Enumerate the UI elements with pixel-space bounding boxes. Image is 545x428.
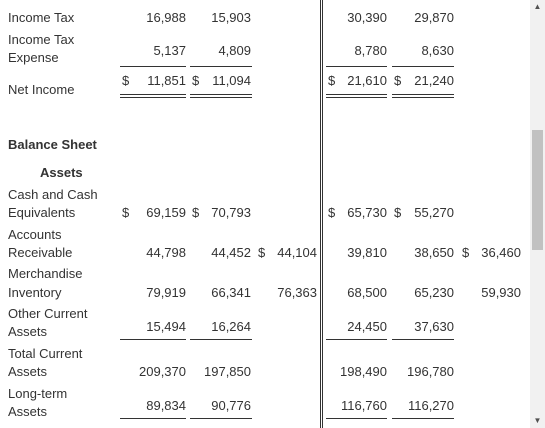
cell: 68,500 [347, 285, 387, 300]
cell: 44,452 [211, 245, 251, 260]
dollar-sign: $ [192, 205, 200, 220]
cell: 76,363 [277, 285, 317, 300]
double-underline [120, 94, 186, 95]
ar-label-line1: Accounts [8, 227, 62, 242]
income-tax-expense-label-line1: Income Tax [8, 32, 75, 47]
cell: 90,776 [211, 398, 251, 413]
underline [120, 418, 186, 419]
underline [392, 66, 454, 67]
cell: 38,650 [414, 245, 454, 260]
other-label-line2: Assets [8, 324, 48, 339]
underline [190, 418, 252, 419]
cell: 29,870 [414, 10, 454, 25]
total-label-line2: Assets [8, 364, 48, 379]
lta-label-line1: Long-term [8, 386, 68, 401]
cell: 5,137 [153, 43, 186, 58]
merch-label-line2: Inventory [8, 285, 62, 300]
underline [326, 66, 387, 67]
merch-label-line1: Merchandise [8, 266, 83, 281]
cash-label-line1: Cash and Cash [8, 187, 98, 202]
cell: 65,230 [414, 285, 454, 300]
cell: 4,809 [218, 43, 251, 58]
other-label-line1: Other Current [8, 306, 88, 321]
cell: 11,851 [147, 73, 186, 88]
dollar-sign: $ [394, 73, 402, 88]
underline [120, 66, 186, 67]
income-tax-label: Income Tax [8, 10, 75, 25]
cell: 55,270 [414, 205, 454, 220]
double-underline [120, 97, 186, 98]
cell: 69,159 [146, 205, 186, 220]
total-label-line1: Total Current [8, 346, 83, 361]
cell: 116,270 [407, 398, 454, 413]
cell: 30,390 [347, 10, 387, 25]
underline [326, 339, 387, 340]
dollar-sign: $ [394, 205, 402, 220]
vertical-scrollbar[interactable]: ▲ ▼ [530, 0, 545, 428]
cell: 66,341 [211, 285, 251, 300]
net-income-label: Net Income [8, 82, 75, 97]
assets-header: Assets [40, 165, 83, 180]
dollar-sign: $ [122, 205, 130, 220]
dollar-sign: $ [462, 245, 470, 260]
cell: 39,810 [347, 245, 387, 260]
double-underline [392, 94, 454, 95]
double-underline [326, 94, 387, 95]
cell: 24,450 [347, 319, 387, 334]
underline [326, 418, 387, 419]
double-underline [190, 97, 252, 98]
cell: 209,370 [139, 364, 186, 379]
double-underline [190, 94, 252, 95]
cell: 89,834 [146, 398, 186, 413]
cell: 16,264 [211, 319, 251, 334]
cash-label-line2: Equivalents [8, 205, 76, 220]
cell: 16,988 [146, 10, 186, 25]
double-underline [392, 97, 454, 98]
scroll-up-icon[interactable]: ▲ [533, 2, 542, 11]
cell: 198,490 [340, 364, 387, 379]
cell: 197,850 [204, 364, 251, 379]
cell: 21,240 [414, 73, 454, 88]
cell: 8,630 [421, 43, 454, 58]
lta-label-line2: Assets [8, 404, 48, 419]
double-underline [326, 97, 387, 98]
underline [190, 66, 252, 67]
cell: 36,460 [481, 245, 521, 260]
cell: 11,094 [212, 73, 251, 88]
cell: 8,780 [354, 43, 387, 58]
dollar-sign: $ [122, 73, 130, 88]
cell: 70,793 [211, 205, 251, 220]
cell: 59,930 [481, 285, 521, 300]
dollar-sign: $ [192, 73, 200, 88]
underline [392, 418, 454, 419]
column-divider-left [320, 0, 321, 428]
underline [120, 339, 186, 340]
cell: 116,760 [340, 398, 387, 413]
cell: 196,780 [407, 364, 454, 379]
cell: 44,798 [146, 245, 186, 260]
financial-table: Income Tax 16,988 15,903 30,390 29,870 I… [8, 0, 521, 428]
cell: 15,494 [146, 319, 186, 334]
dollar-sign: $ [328, 73, 336, 88]
cell: 15,903 [211, 10, 251, 25]
scrollbar-thumb[interactable] [532, 130, 543, 250]
scroll-down-icon[interactable]: ▼ [533, 416, 542, 425]
balance-sheet-title: Balance Sheet [8, 137, 97, 152]
cell: 79,919 [146, 285, 186, 300]
underline [392, 339, 454, 340]
dollar-sign: $ [328, 205, 336, 220]
underline [190, 339, 252, 340]
ar-label-line2: Receivable [8, 245, 73, 260]
column-divider-right [322, 0, 323, 428]
cell: 37,630 [414, 319, 454, 334]
cell: 44,104 [277, 245, 317, 260]
cell: 65,730 [347, 205, 387, 220]
dollar-sign: $ [258, 245, 266, 260]
cell: 21,610 [347, 73, 387, 88]
income-tax-expense-label-line2: Expense [8, 50, 59, 65]
